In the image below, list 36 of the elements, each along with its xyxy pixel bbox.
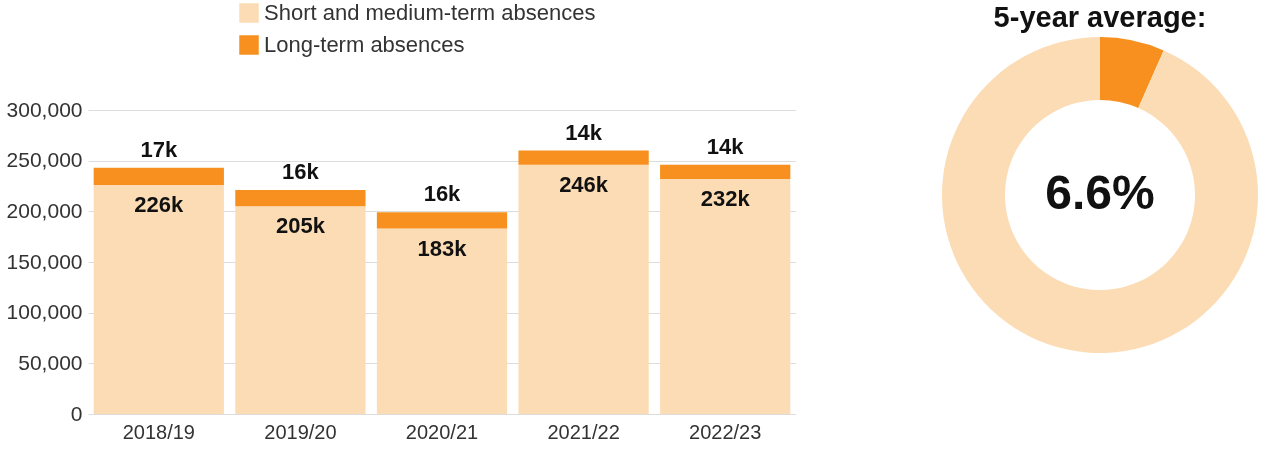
chart-title: 5-year average: [993, 1, 1207, 33]
y-tick-label: 250,000 [6, 148, 83, 172]
x-tick-label: 2020/21 [405, 420, 479, 443]
x-tick-label: 2018/19 [122, 420, 195, 443]
bar [660, 178, 791, 414]
x-tick-label: 2022/23 [689, 420, 762, 443]
legend-label: Long-term absences [264, 32, 465, 57]
bar [518, 164, 649, 414]
y-tick-label: 0 [70, 401, 83, 425]
data-label: 183k [417, 235, 468, 261]
bar [518, 150, 649, 165]
bar [235, 190, 366, 207]
data-label: 16k [282, 159, 320, 185]
data-label: 205k [275, 213, 326, 239]
y-tick-label: 100,000 [6, 300, 83, 324]
data-label: 17k [140, 136, 178, 162]
legend-label: Short and medium-term absences [264, 0, 596, 25]
bar [93, 184, 224, 414]
data-label: 246k [559, 171, 609, 197]
text: 6.6% [1045, 166, 1155, 219]
data-label: 16k [423, 181, 462, 207]
x-tick-label: 2021/22 [547, 420, 620, 443]
y-tick-label: 50,000 [18, 350, 83, 374]
data-label: 226k [134, 191, 185, 217]
bar [376, 212, 508, 229]
data-label: 14k [565, 119, 603, 145]
data-label: 14k [706, 133, 745, 159]
x-tick-label: 2019/20 [264, 420, 337, 443]
y-tick-label: 200,000 [6, 198, 83, 222]
data-label: 232k [700, 185, 751, 211]
bar [235, 206, 366, 414]
bar [660, 164, 791, 179]
bar [93, 167, 224, 185]
bar [376, 228, 508, 414]
y-tick-label: 300,000 [6, 97, 83, 121]
y-tick-label: 150,000 [6, 249, 83, 273]
